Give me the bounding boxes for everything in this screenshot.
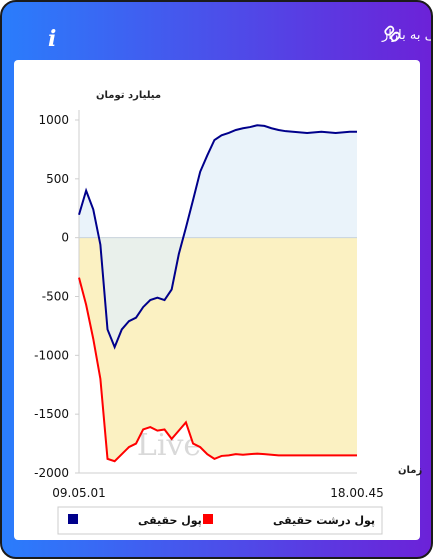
y-axis-label: میلیارد تومان bbox=[96, 90, 161, 101]
y-tick-label: -500 bbox=[42, 290, 69, 304]
info-icon[interactable]: i bbox=[48, 26, 56, 52]
y-tick-label: 500 bbox=[46, 172, 69, 186]
area bbox=[79, 125, 357, 348]
x-tick-label: 09.05.01 bbox=[52, 486, 105, 500]
y-tick-label: 1000 bbox=[38, 113, 69, 127]
y-tick-label: -1000 bbox=[34, 348, 69, 362]
line bbox=[78, 124, 357, 350]
legend-swatch bbox=[203, 514, 213, 524]
y-tick-label: -1500 bbox=[34, 407, 69, 421]
line bbox=[78, 277, 357, 463]
x-axis-label: زمان bbox=[398, 465, 422, 476]
legend-swatch bbox=[68, 514, 78, 524]
y-tick-label: 0 bbox=[61, 231, 69, 245]
legend-box bbox=[57, 506, 383, 535]
legend-label: پول حقیقی bbox=[138, 514, 202, 527]
y-tick-label: -2000 bbox=[34, 466, 69, 480]
x-tick-label: 18.00.45 bbox=[330, 486, 383, 500]
legend-label: پول درشت حقیقی bbox=[273, 514, 375, 527]
link-icon bbox=[384, 25, 401, 42]
